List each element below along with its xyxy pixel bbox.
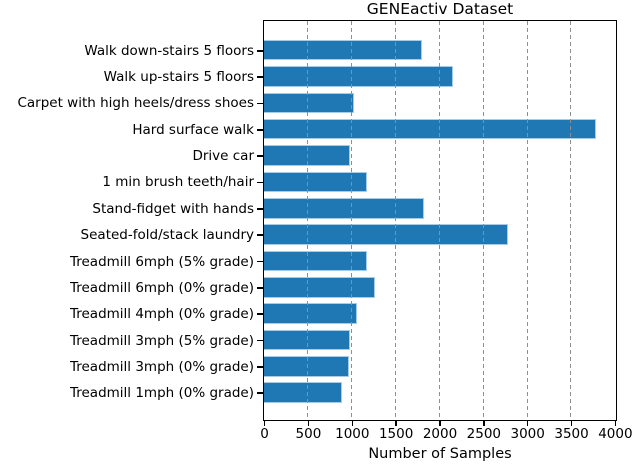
y-tick-label: Hard surface walk bbox=[132, 121, 254, 138]
y-tick-mark bbox=[257, 155, 263, 157]
chart-title: GENEactiv Dataset bbox=[366, 0, 514, 18]
x-tick-mark bbox=[439, 421, 441, 426]
y-tick-label: Treadmill 3mph (5% grade) bbox=[69, 332, 254, 349]
plot-area bbox=[263, 20, 617, 421]
bar-7 bbox=[264, 197, 425, 219]
x-tick-mark bbox=[526, 421, 529, 426]
x-tick-label: 2000 bbox=[422, 426, 458, 442]
x-tick-mark bbox=[263, 421, 266, 426]
y-tick-mark bbox=[257, 234, 263, 236]
y-tick-mark bbox=[257, 181, 263, 184]
x-tick-label: 4000 bbox=[598, 426, 633, 442]
y-tick-label: Treadmill 3mph (0% grade) bbox=[69, 358, 254, 375]
y-tick-label: Walk down-stairs 5 floors bbox=[84, 42, 254, 59]
y-tick-label: Treadmill 4mph (0% grade) bbox=[69, 306, 254, 323]
y-tick-label: Carpet with high heels/dress shoes bbox=[17, 95, 254, 112]
y-tick-mark bbox=[257, 287, 263, 289]
y-tick-label: 1 min brush teeth/hair bbox=[102, 174, 254, 191]
bar-1 bbox=[264, 39, 422, 61]
y-tick-mark bbox=[257, 366, 263, 368]
bars-layer bbox=[264, 21, 616, 420]
x-tick-label: 500 bbox=[295, 426, 322, 442]
y-tick-mark bbox=[257, 313, 263, 315]
y-tick-label: Treadmill 6mph (0% grade) bbox=[69, 279, 254, 296]
x-tick-label: 3500 bbox=[554, 426, 589, 442]
bar-13 bbox=[264, 356, 350, 377]
x-tick-mark bbox=[395, 421, 397, 426]
bar-3 bbox=[264, 92, 355, 114]
x-tick-mark bbox=[570, 421, 573, 426]
y-tick-label: Walk up-stairs 5 floors bbox=[103, 69, 254, 86]
x-tick-mark bbox=[614, 421, 617, 426]
bar-4 bbox=[264, 118, 596, 140]
y-tick-label: Treadmill 1mph (0% grade) bbox=[69, 385, 254, 402]
bar-2 bbox=[264, 66, 453, 87]
x-tick-mark bbox=[483, 421, 485, 426]
bar-9 bbox=[264, 250, 367, 272]
y-tick-mark bbox=[257, 208, 263, 210]
y-tick-label: Drive car bbox=[192, 148, 254, 165]
bar-10 bbox=[264, 276, 375, 298]
y-tick-mark bbox=[257, 260, 263, 263]
x-axis-label: Number of Samples bbox=[368, 446, 512, 462]
y-tick-label: Treadmill 6mph (5% grade) bbox=[69, 253, 254, 270]
y-tick-mark bbox=[257, 339, 263, 342]
x-tick-label: 3000 bbox=[510, 426, 545, 442]
x-tick-label: 0 bbox=[260, 426, 269, 442]
y-tick-mark bbox=[257, 102, 263, 105]
x-tick-label: 1000 bbox=[335, 426, 370, 442]
bar-6 bbox=[264, 171, 367, 193]
y-tick-mark bbox=[257, 76, 263, 78]
x-tick-mark bbox=[351, 421, 354, 426]
y-tick-mark bbox=[257, 50, 263, 52]
bar-14 bbox=[264, 382, 343, 403]
bar-8 bbox=[264, 224, 508, 245]
y-tick-label: Seated-fold/stack laundry bbox=[80, 227, 254, 244]
y-tick-mark bbox=[257, 392, 263, 394]
y-tick-mark bbox=[257, 129, 263, 131]
x-tick-mark bbox=[307, 421, 310, 426]
x-tick-label: 1500 bbox=[378, 426, 414, 442]
bar-5 bbox=[264, 145, 351, 166]
bar-12 bbox=[264, 329, 351, 351]
bar-11 bbox=[264, 303, 357, 324]
x-tick-label: 2500 bbox=[466, 426, 502, 442]
y-tick-label: Stand-fidget with hands bbox=[92, 200, 254, 217]
